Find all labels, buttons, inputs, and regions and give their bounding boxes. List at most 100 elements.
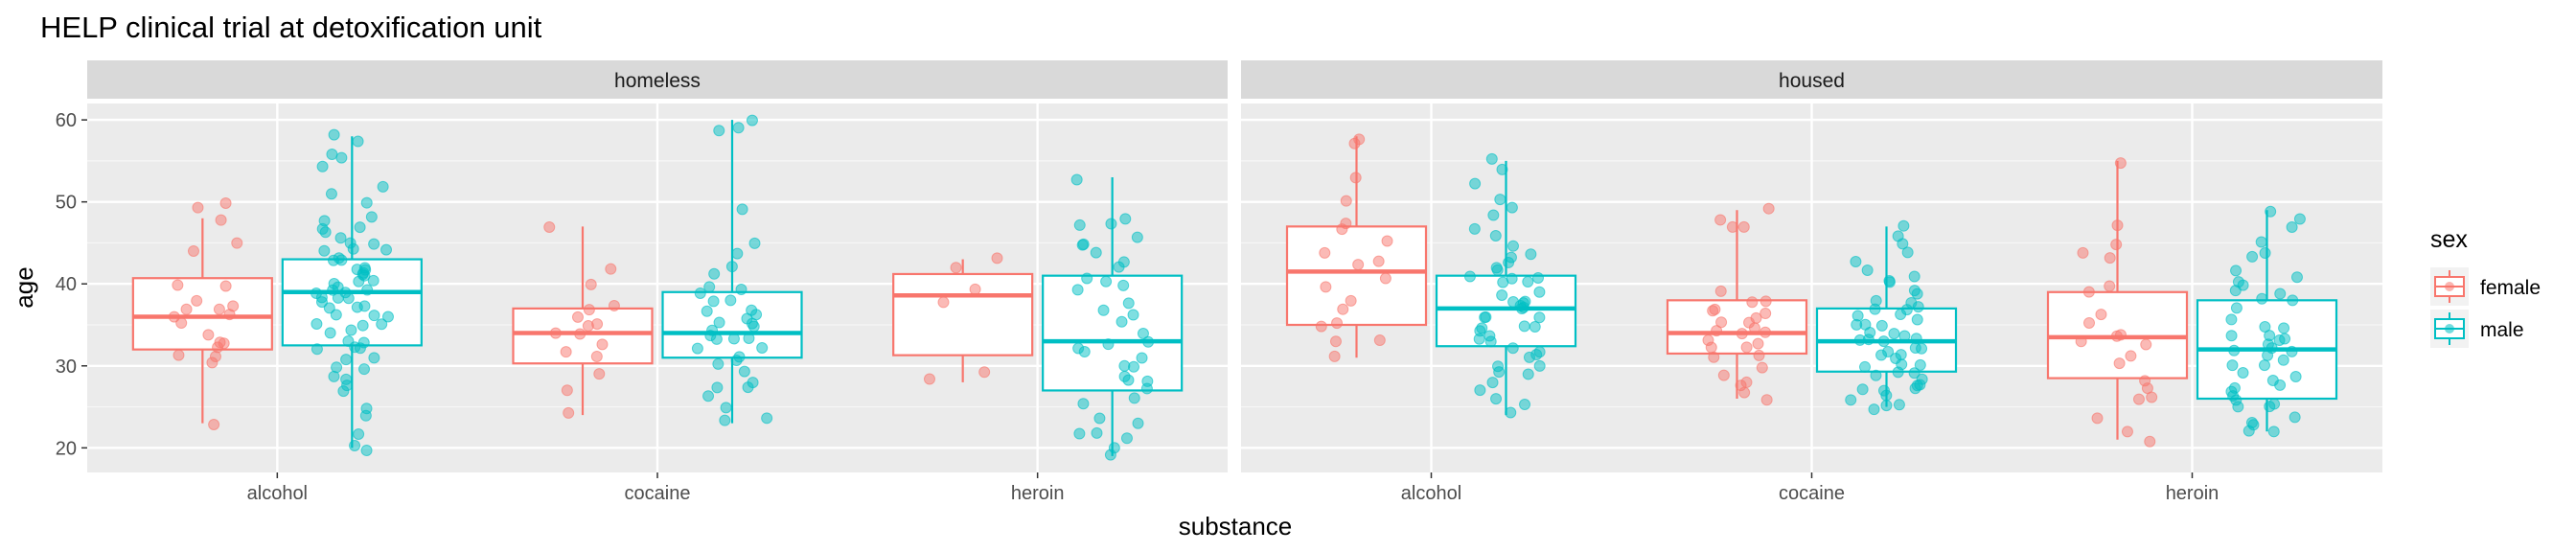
data-point (2139, 375, 2151, 387)
data-point (187, 244, 199, 257)
data-point (1479, 311, 1491, 324)
box-alcohol-female (131, 196, 273, 431)
data-point (1519, 399, 1531, 411)
data-point (1319, 246, 1331, 259)
data-point (325, 188, 337, 200)
data-point (1093, 412, 1106, 425)
data-point (761, 412, 773, 425)
data-point (725, 261, 738, 273)
data-point (340, 354, 353, 366)
data-point (1892, 230, 1904, 242)
data-point (2279, 333, 2291, 345)
data-point (1142, 335, 1155, 348)
data-point (1893, 399, 1905, 411)
x-tick-label-cocaine: cocaine (1779, 483, 1845, 504)
data-point (1506, 272, 1518, 285)
data-point (706, 324, 719, 336)
data-point (1494, 194, 1506, 206)
data-point (353, 428, 365, 441)
data-point (2288, 411, 2301, 424)
data-point (218, 337, 230, 350)
y-tick-label: 60 (56, 110, 77, 131)
data-point (1141, 375, 1154, 387)
data-point (2245, 417, 2258, 429)
data-point (719, 414, 731, 426)
data-point (561, 384, 573, 397)
data-point (1474, 384, 1486, 397)
data-point (2225, 313, 2238, 326)
data-point (1883, 275, 1896, 288)
data-point (748, 237, 761, 249)
data-point (365, 211, 378, 223)
data-point (1117, 279, 1130, 291)
data-point (1877, 335, 1890, 348)
data-point (315, 296, 328, 309)
data-point (2259, 247, 2271, 260)
data-point (2255, 236, 2267, 248)
strip-background (1241, 60, 2382, 99)
data-point (1708, 351, 1720, 363)
data-point (1490, 262, 1503, 274)
data-point (1911, 313, 1923, 326)
data-point (172, 349, 185, 361)
data-point (1898, 219, 1910, 232)
x-tick-label-heroin: heroin (1011, 483, 1065, 504)
data-point (1132, 417, 1144, 429)
data-point (2290, 271, 2303, 284)
data-point (328, 278, 340, 290)
data-point (2113, 357, 2126, 370)
data-point (583, 304, 595, 316)
legend-title: sex (2430, 226, 2468, 253)
data-point (328, 128, 340, 141)
data-point (596, 338, 609, 351)
data-point (1736, 328, 1748, 340)
data-point (1905, 296, 1918, 309)
box-heroin-male (2196, 205, 2338, 438)
data-point (1870, 294, 1882, 307)
data-point (708, 267, 721, 280)
data-point (713, 316, 725, 329)
data-point (711, 381, 724, 394)
x-tick-label-alcohol: alcohol (1401, 483, 1461, 504)
data-point (360, 402, 373, 415)
data-point (1916, 342, 1928, 355)
data-point (1097, 304, 1110, 316)
data-point (358, 363, 371, 376)
data-point (1071, 284, 1084, 296)
data-point (731, 247, 744, 260)
data-point (334, 232, 347, 244)
data-point (1492, 360, 1505, 373)
data-point (1859, 360, 1872, 373)
data-point (357, 336, 370, 349)
data-point (1852, 310, 1864, 322)
data-point (1522, 368, 1534, 380)
data-point (1914, 358, 1926, 371)
data-point (1908, 367, 1920, 380)
data-point (368, 238, 380, 250)
data-point (549, 327, 562, 339)
data-point (352, 135, 364, 148)
data-point (356, 319, 369, 332)
data-point (590, 350, 603, 362)
data-point (563, 406, 575, 419)
data-point (605, 263, 617, 275)
data-point (743, 333, 755, 345)
panel-homeless: homeless alcohol cocaine heroin 20 30 40 50 60 (56, 60, 1228, 504)
data-point (1529, 320, 1541, 333)
data-point (747, 377, 759, 389)
data-point (2259, 320, 2271, 333)
data-point (950, 262, 962, 274)
data-point (969, 283, 981, 295)
data-point (1116, 315, 1128, 328)
data-point (1117, 256, 1130, 268)
data-point (310, 343, 323, 356)
data-point (360, 196, 373, 209)
data-point (2293, 213, 2306, 225)
data-point (735, 284, 748, 296)
data-point (2266, 374, 2279, 386)
data-point (1487, 209, 1500, 221)
box-heroin-male (1042, 173, 1184, 461)
data-point (310, 318, 323, 331)
data-point (1908, 270, 1920, 283)
